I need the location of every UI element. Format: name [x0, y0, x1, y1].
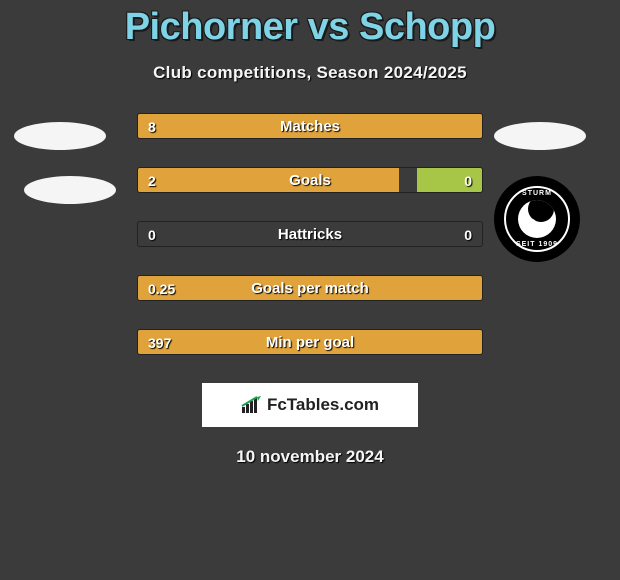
stat-value-right: 0 — [464, 168, 472, 194]
fctables-logo: FcTables.com — [202, 383, 418, 427]
comparison-infographic: Pichorner vs Schopp Club competitions, S… — [0, 0, 620, 467]
subtitle: Club competitions, Season 2024/2025 — [0, 63, 620, 83]
stat-value-left: 8 — [148, 114, 156, 140]
stat-row: 397Min per goal — [137, 329, 483, 355]
stat-category: Hattricks — [138, 222, 482, 248]
stat-row: 8Matches — [137, 113, 483, 139]
stat-value-left: 2 — [148, 168, 156, 194]
stat-bar-left — [138, 168, 399, 192]
stat-bar-full — [138, 114, 482, 138]
stat-value-left: 0 — [148, 222, 156, 248]
club-badge-sturm-graz: STURM SEIT 1909 — [494, 176, 580, 262]
page-title: Pichorner vs Schopp — [0, 6, 620, 49]
stat-value-left: 397 — [148, 330, 171, 356]
logo-text: FcTables.com — [267, 395, 379, 415]
stat-value-right: 0 — [464, 222, 472, 248]
badge-text-top: STURM — [522, 190, 552, 197]
stat-row: 20Goals — [137, 167, 483, 193]
date-label: 10 november 2024 — [0, 447, 620, 467]
club-placeholder-left-1 — [14, 122, 106, 150]
stat-bar-right — [417, 168, 482, 192]
bar-chart-icon — [241, 396, 263, 414]
club-placeholder-left-2 — [24, 176, 116, 204]
stat-bar-full — [138, 276, 482, 300]
stat-row: 0 0Hattricks — [137, 221, 483, 247]
club-placeholder-right-1 — [494, 122, 586, 150]
swirl-icon — [518, 200, 556, 238]
stat-value-left: 0.25 — [148, 276, 175, 302]
stat-row: 0.25Goals per match — [137, 275, 483, 301]
badge-text-bottom: SEIT 1909 — [516, 241, 558, 248]
stat-bar-full — [138, 330, 482, 354]
